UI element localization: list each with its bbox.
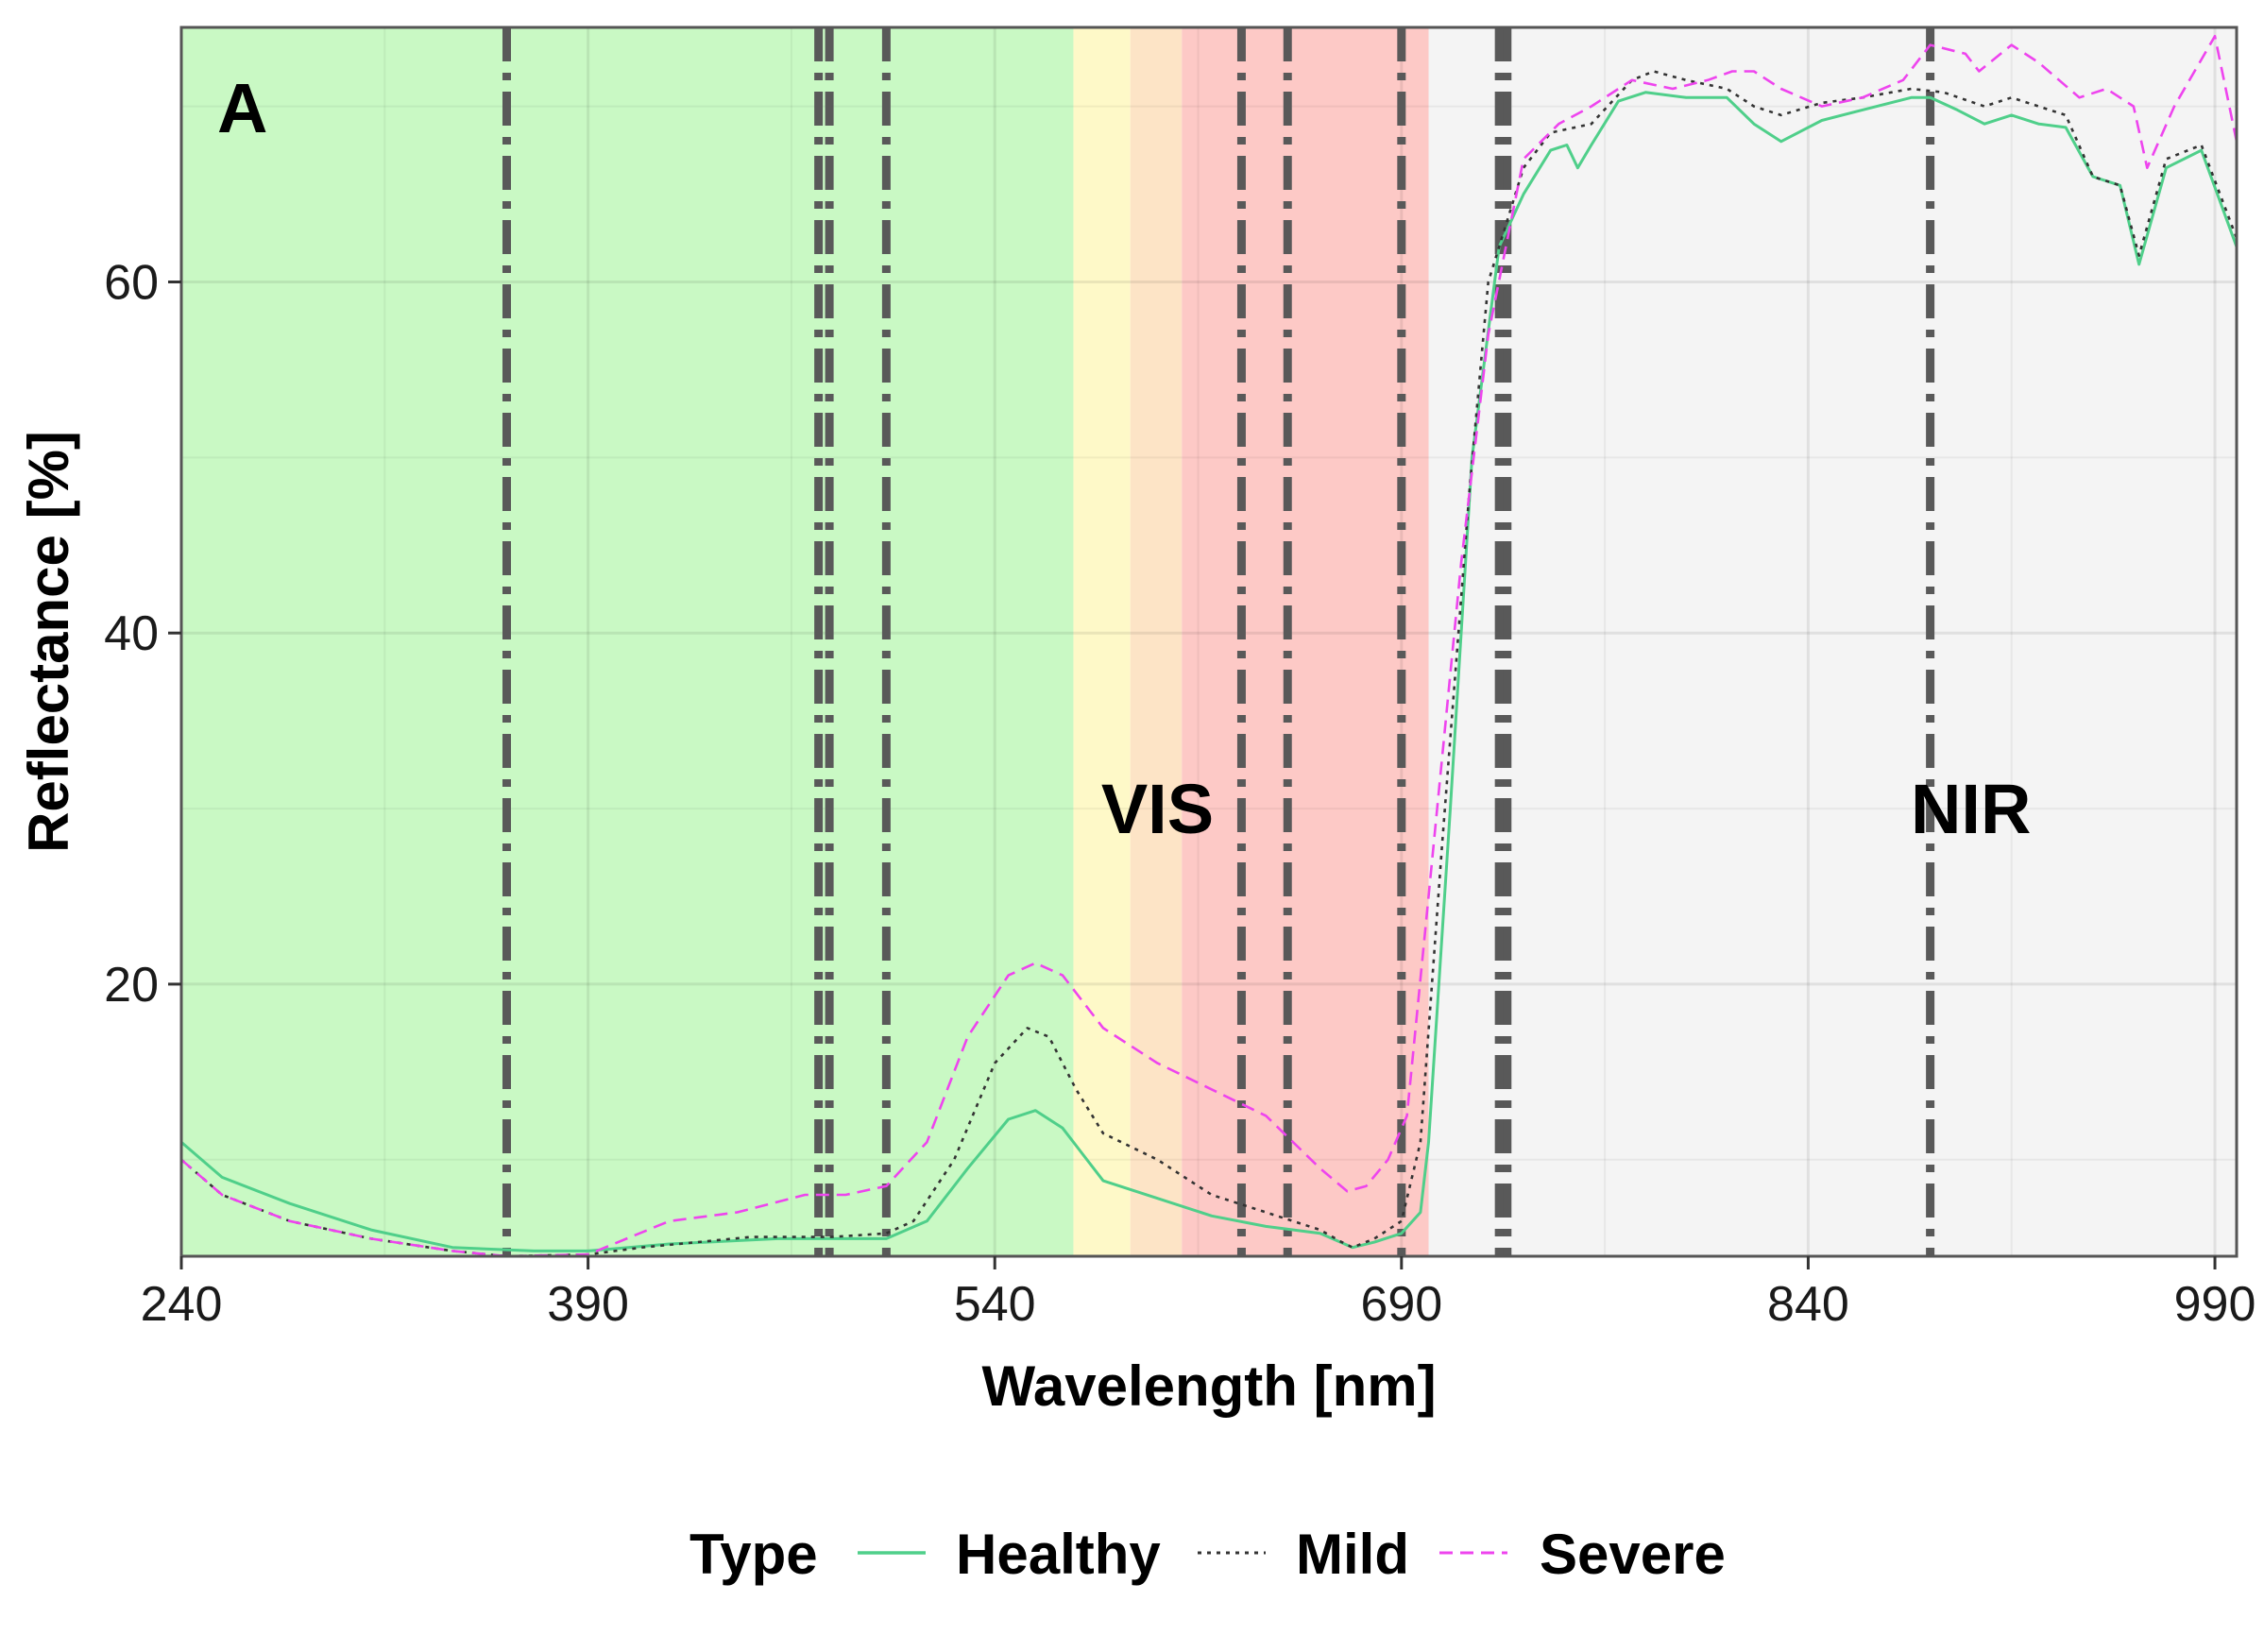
series-line-severe (180, 35, 2238, 1258)
legend-label-healthy: Healthy (956, 1523, 1161, 1586)
band-1 (1073, 27, 1131, 1256)
legend-label-mild: Mild (1296, 1523, 1409, 1586)
x-tick-label: 240 (141, 1277, 223, 1332)
x-tick-label: 840 (1767, 1277, 1849, 1332)
x-axis-ticks: 240 390 540 690 840 990 (141, 1256, 2256, 1332)
y-axis-ticks: 20 40 60 (104, 255, 181, 1013)
y-axis-title: Reflectance [%] (17, 431, 80, 853)
x-tick-label: 990 (2174, 1277, 2256, 1332)
legend: Type Healthy Mild Severe (689, 1523, 1726, 1586)
region-labels: VIS NIR (1101, 770, 2032, 848)
y-tick-label: 40 (104, 606, 159, 661)
wavelength-bands (181, 27, 2237, 1256)
band-0 (181, 27, 1074, 1256)
x-tick-label: 390 (547, 1277, 629, 1332)
region-label-vis: VIS (1101, 770, 1214, 848)
series-line-mild (180, 70, 2238, 1258)
x-tick-label: 690 (1360, 1277, 1442, 1332)
region-label-nir: NIR (1911, 770, 2031, 848)
panel-border (179, 26, 2238, 1258)
series-lines (180, 35, 2238, 1258)
legend-title: Type (689, 1523, 818, 1586)
y-tick-label: 60 (104, 255, 159, 310)
panel-label: A (217, 69, 267, 147)
x-tick-label: 540 (954, 1277, 1036, 1332)
band-4 (1428, 27, 2237, 1256)
y-tick-label: 20 (104, 958, 159, 1013)
legend-label-severe: Severe (1540, 1523, 1726, 1586)
x-axis-title: Wavelength [nm] (981, 1354, 1436, 1418)
band-3 (1182, 27, 1429, 1256)
